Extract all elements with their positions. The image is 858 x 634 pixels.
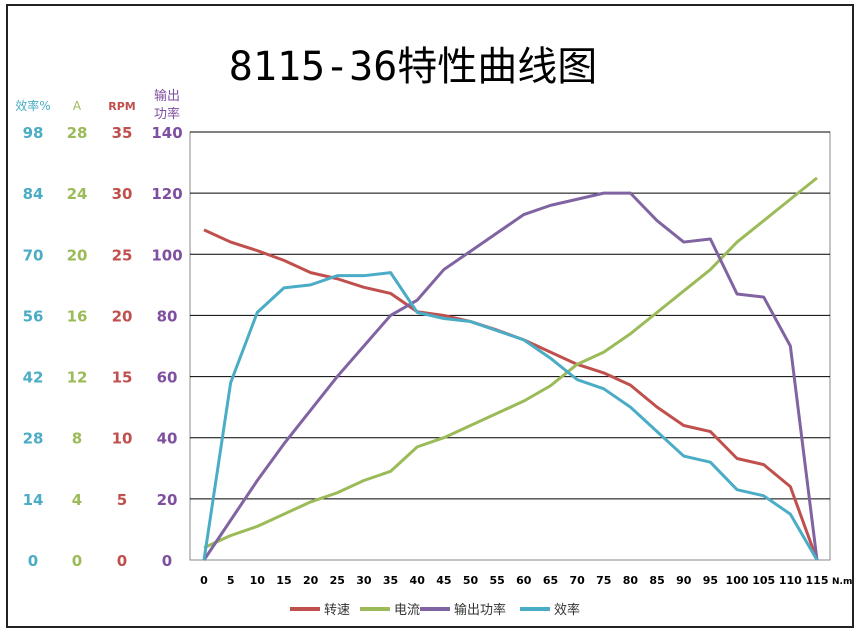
axis-label-pow-line2: 功率 [154,106,180,122]
y-tick-rpm: 0 [117,552,127,570]
y-tick-pow: 80 [157,307,178,325]
y-tick-eff: 42 [23,369,44,387]
x-tick: 10 [250,574,266,587]
x-tick: 65 [543,574,558,587]
axis-label-pow: 输出 [154,88,180,104]
y-tick-eff: 84 [23,185,44,203]
x-tick: 95 [703,574,718,587]
series-line-3 [202,271,819,561]
y-tick-amp: 0 [72,552,82,570]
x-tick: 115 [806,574,829,587]
legend-label: 电流 [394,603,420,618]
x-axis-label: N.m [832,577,852,587]
y-tick-pow: 120 [151,185,182,203]
y-tick-pow: 0 [162,552,172,570]
x-tick: 60 [516,574,532,587]
x-tick: 70 [569,574,585,587]
x-tick: 110 [779,574,802,587]
x-tick: 30 [356,574,372,587]
y-tick-eff: 0 [28,552,38,570]
axis-label-rpm: RPM [108,100,135,113]
x-tick: 50 [463,574,479,587]
x-tick: 80 [623,574,639,587]
y-tick-rpm: 10 [112,430,133,448]
y-tick-rpm: 5 [117,491,127,509]
x-tick: 15 [276,574,291,587]
y-tick-rpm: 30 [112,185,133,203]
y-tick-pow: 60 [157,369,178,387]
x-tick: 55 [490,574,505,587]
y-tick-amp: 20 [67,246,88,264]
x-tick: 105 [752,574,775,587]
y-tick-rpm: 20 [112,307,133,325]
y-tick-eff: 70 [23,246,44,264]
y-tick-amp: 8 [72,430,82,448]
legend-label: 输出功率 [454,602,506,618]
x-tick: 100 [726,574,749,587]
legend-label: 效率 [554,602,580,618]
y-tick-amp: 16 [67,307,88,325]
x-tick: 5 [227,574,235,587]
axis-label-eff: 效率% [15,98,50,113]
y-tick-rpm: 15 [112,369,133,387]
y-tick-pow: 100 [151,246,182,264]
x-tick: 90 [676,574,692,587]
x-tick: 45 [436,574,451,587]
y-tick-pow: 40 [157,430,178,448]
x-tick: 35 [383,574,398,587]
y-tick-eff: 98 [23,124,44,142]
y-tick-amp: 28 [67,124,88,142]
y-tick-rpm: 25 [112,246,133,264]
x-tick: 0 [200,574,208,587]
chart-frame [6,4,854,628]
plot-area [189,131,831,561]
y-tick-rpm: 35 [112,124,133,142]
y-tick-eff: 14 [23,491,44,509]
y-tick-pow: 140 [151,124,182,142]
series-line-2 [202,191,819,561]
series-line-1 [203,176,818,550]
chart-title: 8115-36特性曲线图 [229,44,598,90]
x-tick: 75 [596,574,611,587]
y-tick-pow: 20 [157,491,178,509]
x-tick: 40 [410,574,426,587]
legend-label: 转速 [324,603,350,618]
axis-label-amp: A [73,99,82,113]
y-tick-amp: 12 [67,369,88,387]
x-tick: 20 [303,574,319,587]
y-tick-eff: 56 [23,307,44,325]
y-tick-eff: 28 [23,430,44,448]
x-tick: 25 [330,574,345,587]
y-tick-amp: 24 [67,185,88,203]
y-tick-amp: 4 [72,491,82,509]
x-tick: 85 [649,574,664,587]
